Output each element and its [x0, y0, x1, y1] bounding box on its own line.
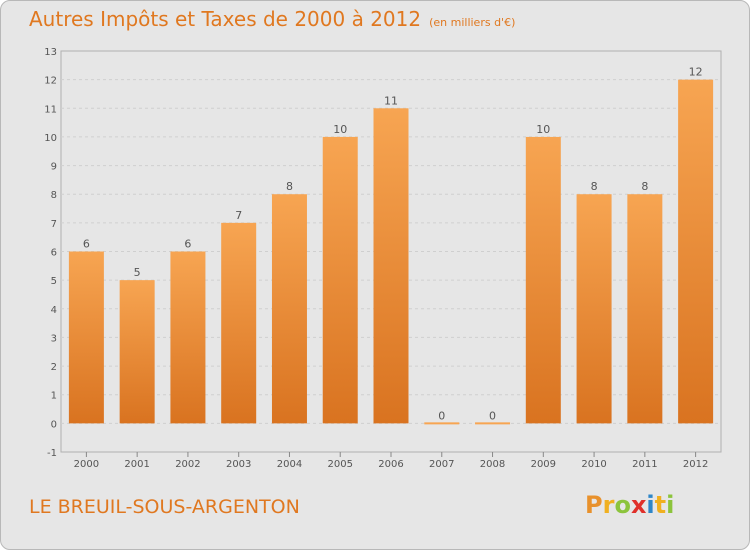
- y-tick-label: 4: [51, 305, 57, 316]
- x-tick-label: 2001: [124, 459, 149, 470]
- x-tick-label: 2006: [378, 459, 403, 470]
- x-tick-label: 2000: [74, 459, 99, 470]
- data-label: 6: [184, 238, 191, 251]
- bar: [525, 136, 561, 424]
- y-tick-label: 0: [51, 419, 57, 430]
- y-tick-label: 8: [51, 190, 57, 201]
- data-labels: 6 5 6 7 8 10 11 0 0 10 8 8 12: [83, 66, 703, 423]
- data-label: 0: [489, 409, 496, 422]
- data-label: 5: [134, 266, 141, 279]
- y-tick-label: 10: [44, 133, 57, 144]
- x-tick-label: 2007: [429, 459, 454, 470]
- x-tick-label: 2011: [632, 459, 657, 470]
- bar: [576, 194, 612, 424]
- x-tick-label: 2008: [480, 459, 505, 470]
- brand-logo-letter: P: [585, 491, 603, 519]
- y-tick-label: 6: [51, 248, 57, 259]
- bar: [119, 280, 155, 424]
- chart-title-text: Autres Impôts et Taxes de 2000 à 2012: [29, 7, 422, 31]
- data-label: 10: [536, 123, 550, 136]
- data-label: 6: [83, 238, 90, 251]
- x-tick-label: 2003: [226, 459, 251, 470]
- x-tick-label: 2009: [531, 459, 556, 470]
- chart-subtitle: (en milliers d'€): [429, 16, 516, 29]
- brand-logo-letter: t: [654, 491, 667, 519]
- brand-logo-letter: r: [602, 491, 615, 519]
- data-label: 8: [591, 180, 598, 193]
- y-tick-label: -1: [47, 448, 57, 459]
- data-label: 7: [235, 209, 242, 222]
- y-tick-label: 7: [51, 219, 57, 230]
- bar: [627, 194, 663, 424]
- brand-logo-letter: x: [630, 491, 647, 519]
- data-label: 8: [286, 180, 293, 193]
- commune-name: LE BREUIL-SOUS-ARGENTON: [29, 496, 300, 518]
- bar: [271, 194, 307, 424]
- data-label: 11: [384, 94, 398, 107]
- y-tick-label: 13: [44, 47, 57, 58]
- x-axis-ticks: 2000 2001 2002 2003 2004 2005 2006 2007 2008 2009…: [74, 452, 708, 470]
- brand-logo: Proxiti: [585, 491, 674, 519]
- y-tick-label: 12: [44, 76, 57, 87]
- bar: [322, 136, 358, 424]
- x-tick-label: 2010: [581, 459, 606, 470]
- bar: [475, 422, 511, 425]
- x-tick-label: 2002: [175, 459, 200, 470]
- bar: [221, 222, 257, 424]
- bars: [68, 79, 714, 425]
- bar: [68, 251, 104, 424]
- y-tick-label: 3: [51, 333, 57, 344]
- data-label: 12: [689, 66, 703, 79]
- chart-title: Autres Impôts et Taxes de 2000 à 2012 (en…: [29, 7, 515, 31]
- y-tick-label: 2: [51, 362, 57, 373]
- bar: [170, 251, 206, 424]
- y-tick-label: 11: [44, 104, 57, 115]
- bar: [678, 79, 714, 424]
- data-label: 10: [333, 123, 347, 136]
- x-tick-label: 2004: [277, 459, 302, 470]
- data-label: 8: [641, 180, 648, 193]
- bar: [424, 422, 460, 425]
- y-tick-label: 5: [51, 276, 57, 287]
- y-tick-label: 9: [51, 162, 57, 173]
- bar: [373, 108, 409, 424]
- y-tick-label: 1: [51, 391, 57, 402]
- data-label: 0: [438, 409, 445, 422]
- brand-logo-letter: o: [614, 491, 631, 519]
- brand-logo-letter: i: [666, 491, 675, 519]
- x-tick-label: 2005: [328, 459, 353, 470]
- x-tick-label: 2012: [683, 459, 708, 470]
- brand-logo-letter: i: [646, 491, 655, 519]
